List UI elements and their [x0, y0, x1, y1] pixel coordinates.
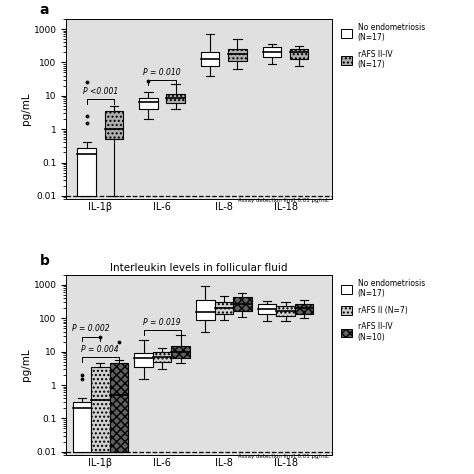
- Bar: [290, 49, 309, 59]
- Text: P = 0.004: P = 0.004: [82, 345, 119, 354]
- Legend: No endometriosis
(N=17), rAFS II-IV
(N=17): No endometriosis (N=17), rAFS II-IV (N=1…: [341, 23, 425, 69]
- Bar: [263, 47, 281, 56]
- Text: a: a: [40, 3, 49, 17]
- Bar: [276, 306, 295, 316]
- Bar: [171, 346, 190, 358]
- Bar: [233, 298, 252, 311]
- Bar: [258, 304, 276, 314]
- Bar: [91, 367, 109, 452]
- Bar: [196, 300, 215, 320]
- Bar: [215, 302, 233, 314]
- Bar: [134, 353, 153, 367]
- Y-axis label: pg/mL: pg/mL: [21, 93, 31, 125]
- Y-axis label: pg/mL: pg/mL: [21, 349, 31, 381]
- Bar: [295, 304, 313, 314]
- Text: P <0.001: P <0.001: [82, 87, 118, 96]
- Bar: [73, 402, 91, 452]
- Legend: No endometriosis
(N=17), rAFS II (N=7), rAFS II-IV
(N=10): No endometriosis (N=17), rAFS II (N=7), …: [341, 279, 425, 342]
- Title: Interleukin levels in follicular fluid: Interleukin levels in follicular fluid: [110, 263, 288, 273]
- Bar: [77, 147, 96, 196]
- Bar: [201, 52, 219, 65]
- Bar: [105, 111, 123, 139]
- Text: P = 0.019: P = 0.019: [143, 318, 181, 327]
- Text: P = 0.002: P = 0.002: [72, 325, 110, 334]
- Text: P = 0.010: P = 0.010: [143, 68, 181, 77]
- Bar: [139, 98, 158, 109]
- Bar: [153, 352, 171, 362]
- Text: Assay detection limit 0.01 pg/mL: Assay detection limit 0.01 pg/mL: [238, 198, 328, 203]
- Bar: [228, 48, 246, 61]
- Text: b: b: [40, 254, 50, 268]
- Bar: [109, 363, 128, 452]
- Bar: [166, 94, 185, 103]
- Text: Assay detection limit 0.01 pg/mL: Assay detection limit 0.01 pg/mL: [238, 454, 328, 459]
